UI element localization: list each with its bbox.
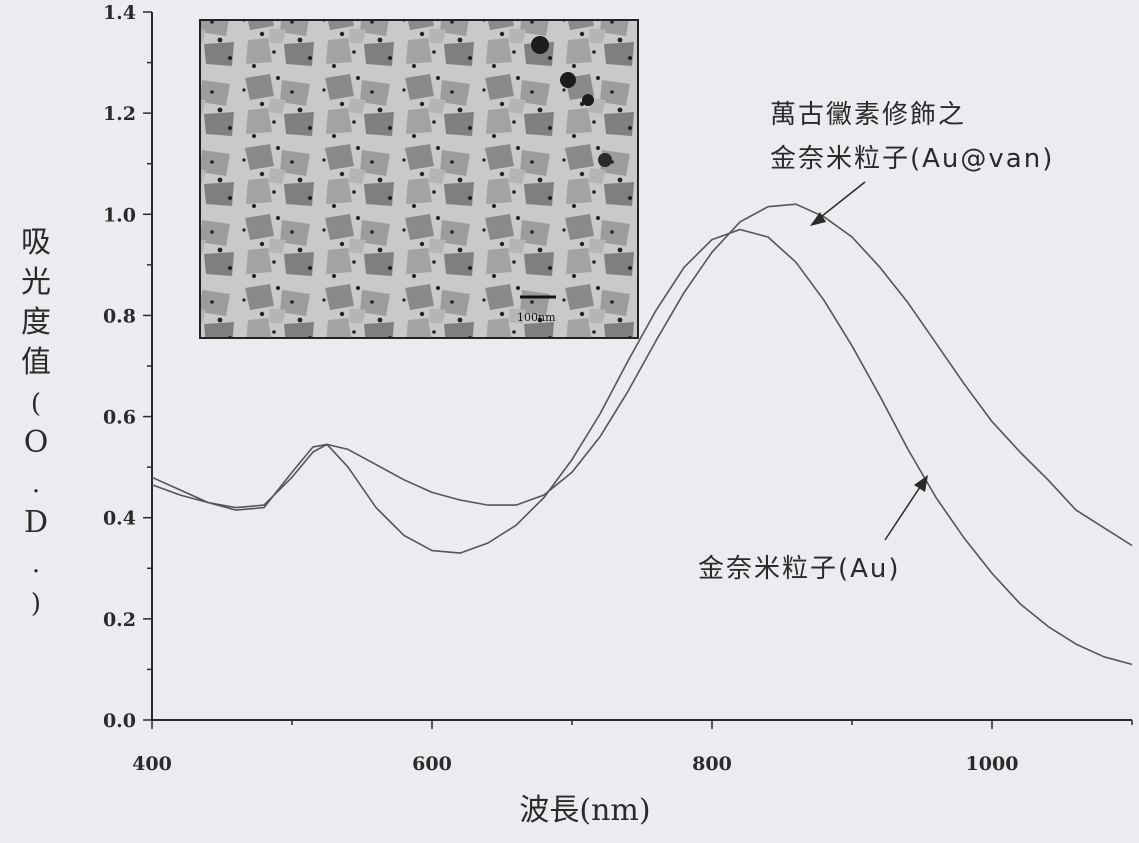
x-tick-label: 800	[692, 753, 732, 775]
arrow-au-van-head	[810, 212, 826, 226]
x-tick-label: 600	[412, 753, 452, 775]
series-au-van-line	[151, 203, 1133, 547]
x-tick-label: 400	[132, 753, 172, 775]
arrow-au	[884, 477, 927, 541]
y-tick-label: 0.2	[103, 609, 136, 631]
y-tick-label: 0.0	[103, 710, 136, 732]
x-axis-title: 波長(nm)	[519, 793, 650, 828]
y-tick-label: 0.4	[103, 508, 136, 530]
arrow-au-head	[914, 475, 928, 492]
inset-micrograph: 100nm	[199, 19, 639, 339]
annotation-au-van: 萬古黴素修飾之金奈米粒子(Au@van)	[770, 100, 1054, 174]
annotation-au: 金奈米粒子(Au)	[698, 554, 901, 584]
y-tick-label: 1.2	[103, 103, 136, 125]
y-tick-label: 1.0	[103, 204, 136, 226]
scale-bar-label: 100nm	[517, 311, 556, 324]
annotation-layer: 萬古黴素修飾之金奈米粒子(Au@van) 金奈米粒子(Au)	[698, 100, 1054, 584]
y-tick-label: 0.6	[103, 407, 136, 429]
y-tick-label: 0.8	[103, 305, 136, 327]
axes: 0.0 0.2 0.4 0.6 0.8 1.0 1.2 1.4 400 600 800 1000 波長(…	[21, 2, 1133, 828]
series-au-line	[151, 228, 1133, 666]
y-axis-title: 吸光度值(O. D.)	[21, 225, 51, 619]
y-tick-label: 1.4	[103, 2, 136, 24]
x-tick-label: 1000	[966, 753, 1019, 775]
series-layer	[151, 203, 1133, 666]
